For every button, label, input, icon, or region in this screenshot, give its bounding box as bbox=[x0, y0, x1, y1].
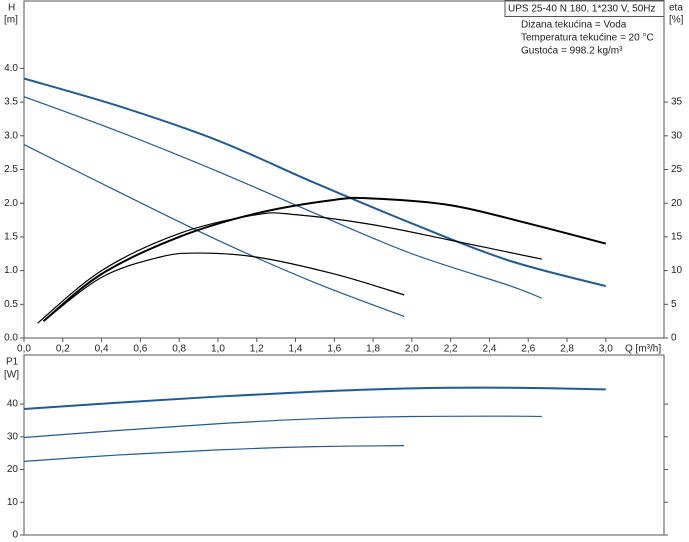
x-tick-label: 2,8 bbox=[560, 344, 574, 355]
y2-tick-label: 15 bbox=[671, 232, 683, 243]
x-label: Q [m³/h] bbox=[625, 344, 661, 355]
x-tick-label: 1,4 bbox=[289, 344, 303, 355]
x-tick-label: 1,2 bbox=[250, 344, 264, 355]
y-tick-label: 20 bbox=[7, 464, 19, 475]
curve bbox=[23, 77, 607, 288]
y-tick-label: 4.0 bbox=[4, 63, 18, 74]
x-tick-label: 2,6 bbox=[521, 344, 535, 355]
x-tick-label: 1,8 bbox=[366, 344, 380, 355]
curve bbox=[23, 386, 606, 410]
y-tick-label: 1.0 bbox=[4, 265, 18, 276]
y-tick-label: 30 bbox=[7, 431, 19, 442]
x-tick-label: 0,8 bbox=[172, 344, 186, 355]
y-tick-label: 2.5 bbox=[4, 164, 18, 175]
x-tick-label: 2,4 bbox=[483, 344, 497, 355]
x-tick-label: 3,0 bbox=[599, 344, 613, 355]
x-tick-label: 0,4 bbox=[95, 344, 109, 355]
x-tick-label: 0,2 bbox=[56, 344, 70, 355]
x-tick-label: 1,6 bbox=[327, 344, 341, 355]
y2-tick-label: 30 bbox=[671, 130, 683, 141]
curve bbox=[37, 212, 542, 324]
y2-tick-label: 25 bbox=[671, 164, 683, 175]
y-label: H bbox=[8, 3, 15, 14]
info-line: Gustoća = 998.2 kg/m³ bbox=[521, 46, 623, 57]
y2-tick-label: 10 bbox=[671, 265, 683, 276]
y-tick-label: 0.5 bbox=[4, 299, 18, 310]
y-tick-label: 0.0 bbox=[4, 333, 18, 344]
curve bbox=[43, 252, 405, 322]
curve bbox=[23, 144, 405, 317]
curve bbox=[42, 196, 607, 322]
y-tick-label: 10 bbox=[7, 497, 19, 508]
y-tick-label: 3.5 bbox=[4, 97, 18, 108]
y2-unit: [%] bbox=[669, 15, 684, 26]
y-tick-label: 40 bbox=[7, 399, 19, 410]
x-tick-label: 2,2 bbox=[444, 344, 458, 355]
y2-tick-label: 35 bbox=[671, 97, 683, 108]
curve bbox=[23, 445, 405, 462]
y-label: P1 bbox=[6, 357, 19, 368]
info-title: UPS 25-40 N 180, 1*230 V, 50Hz bbox=[508, 4, 656, 15]
y-tick-label: 2.0 bbox=[4, 198, 18, 209]
x-tick-label: 2,0 bbox=[405, 344, 419, 355]
y-tick-label: 0 bbox=[12, 530, 18, 541]
curve bbox=[23, 415, 542, 439]
curve bbox=[23, 96, 543, 299]
y2-label: eta bbox=[669, 3, 683, 14]
info-line: Temperatura tekućine = 20 °C bbox=[521, 33, 654, 44]
y-tick-label: 3.0 bbox=[4, 130, 18, 141]
x-tick-label: 0,6 bbox=[133, 344, 147, 355]
y-unit: [W] bbox=[4, 370, 19, 381]
info-line: Dizana tekućina = Voda bbox=[521, 20, 627, 31]
x-tick-label: 1,0 bbox=[211, 344, 225, 355]
plot-frame bbox=[23, 354, 665, 536]
y2-tick-label: 5 bbox=[671, 299, 677, 310]
y-unit: [m] bbox=[4, 15, 18, 26]
y2-tick-label: 0 bbox=[671, 333, 677, 344]
y2-tick-label: 20 bbox=[671, 198, 683, 209]
y-tick-label: 1.5 bbox=[4, 232, 18, 243]
x-tick-label: 0,0 bbox=[17, 344, 31, 355]
